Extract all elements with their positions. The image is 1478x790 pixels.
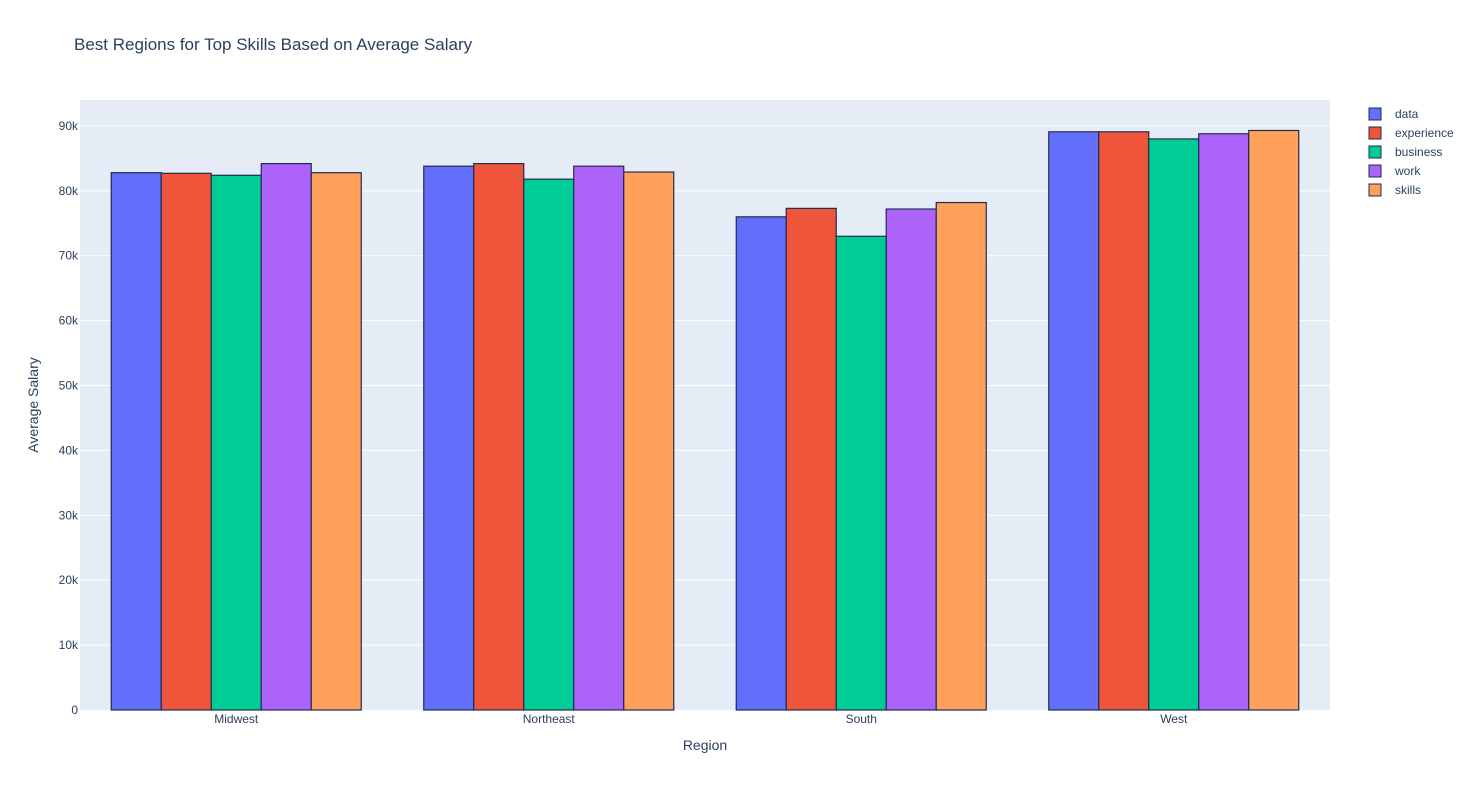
bar-data-northeast[interactable] [423,165,475,711]
x-tick-label: Midwest [214,712,259,726]
bar-work-midwest[interactable] [260,162,312,711]
y-tick-label: 70k [59,249,79,263]
y-tick-label: 50k [59,379,79,393]
legend-item-experience[interactable]: experience [1368,126,1454,140]
bar-skills-west[interactable] [1248,129,1300,711]
legend-swatch [1368,107,1382,121]
bar-data-south[interactable] [735,216,787,711]
bar-experience-northeast[interactable] [473,162,525,711]
y-tick-label: 0 [71,703,78,717]
bar-experience-west[interactable] [1098,131,1150,711]
legend-swatch [1368,183,1382,197]
x-tick-label: Northeast [523,712,576,726]
bar-work-south[interactable] [885,208,937,711]
bar-data-west[interactable] [1048,131,1100,711]
y-axis-ticks: 0 10k 20k 30k 40k 50k 60k 70k 80k 90k [59,119,79,717]
y-tick-label: 60k [59,314,79,328]
legend-label: work [1394,164,1421,178]
x-axis-ticks: Midwest Northeast South West [214,712,1188,726]
legend-label: business [1395,145,1442,159]
bar-business-midwest[interactable] [210,174,262,711]
bar-skills-south[interactable] [935,201,987,711]
bar-work-northeast[interactable] [573,165,625,711]
x-axis-title: Region [683,737,727,753]
legend-label: data [1395,107,1419,121]
y-tick-label: 10k [59,638,79,652]
legend-swatch [1368,126,1382,140]
bar-experience-midwest[interactable] [160,172,212,711]
x-tick-label: South [846,712,877,726]
x-tick-label: West [1160,712,1188,726]
bar-data-midwest[interactable] [110,172,162,711]
bar-business-west[interactable] [1148,138,1200,711]
legend-item-skills[interactable]: skills [1368,183,1421,197]
legend-item-work[interactable]: work [1368,164,1421,178]
y-tick-label: 30k [59,508,79,522]
bar-skills-midwest[interactable] [310,172,362,711]
chart-title: Best Regions for Top Skills Based on Ave… [74,35,473,54]
bar-experience-south[interactable] [785,207,837,711]
bar-business-south[interactable] [835,235,887,711]
legend-swatch [1368,164,1382,178]
legend-swatch [1368,145,1382,159]
bars [110,129,1300,711]
y-tick-label: 80k [59,184,79,198]
legend-label: skills [1395,183,1421,197]
y-axis-title: Average Salary [25,357,41,452]
legend-item-business[interactable]: business [1368,145,1442,159]
bar-skills-northeast[interactable] [623,171,675,711]
y-tick-label: 90k [59,119,79,133]
legend-label: experience [1395,126,1454,140]
legend-item-data[interactable]: data [1368,107,1419,121]
y-tick-label: 20k [59,573,79,587]
bar-work-west[interactable] [1198,133,1250,711]
legend[interactable]: data experience business work skills [1368,107,1454,197]
y-tick-label: 40k [59,443,79,457]
bar-business-northeast[interactable] [523,178,575,711]
